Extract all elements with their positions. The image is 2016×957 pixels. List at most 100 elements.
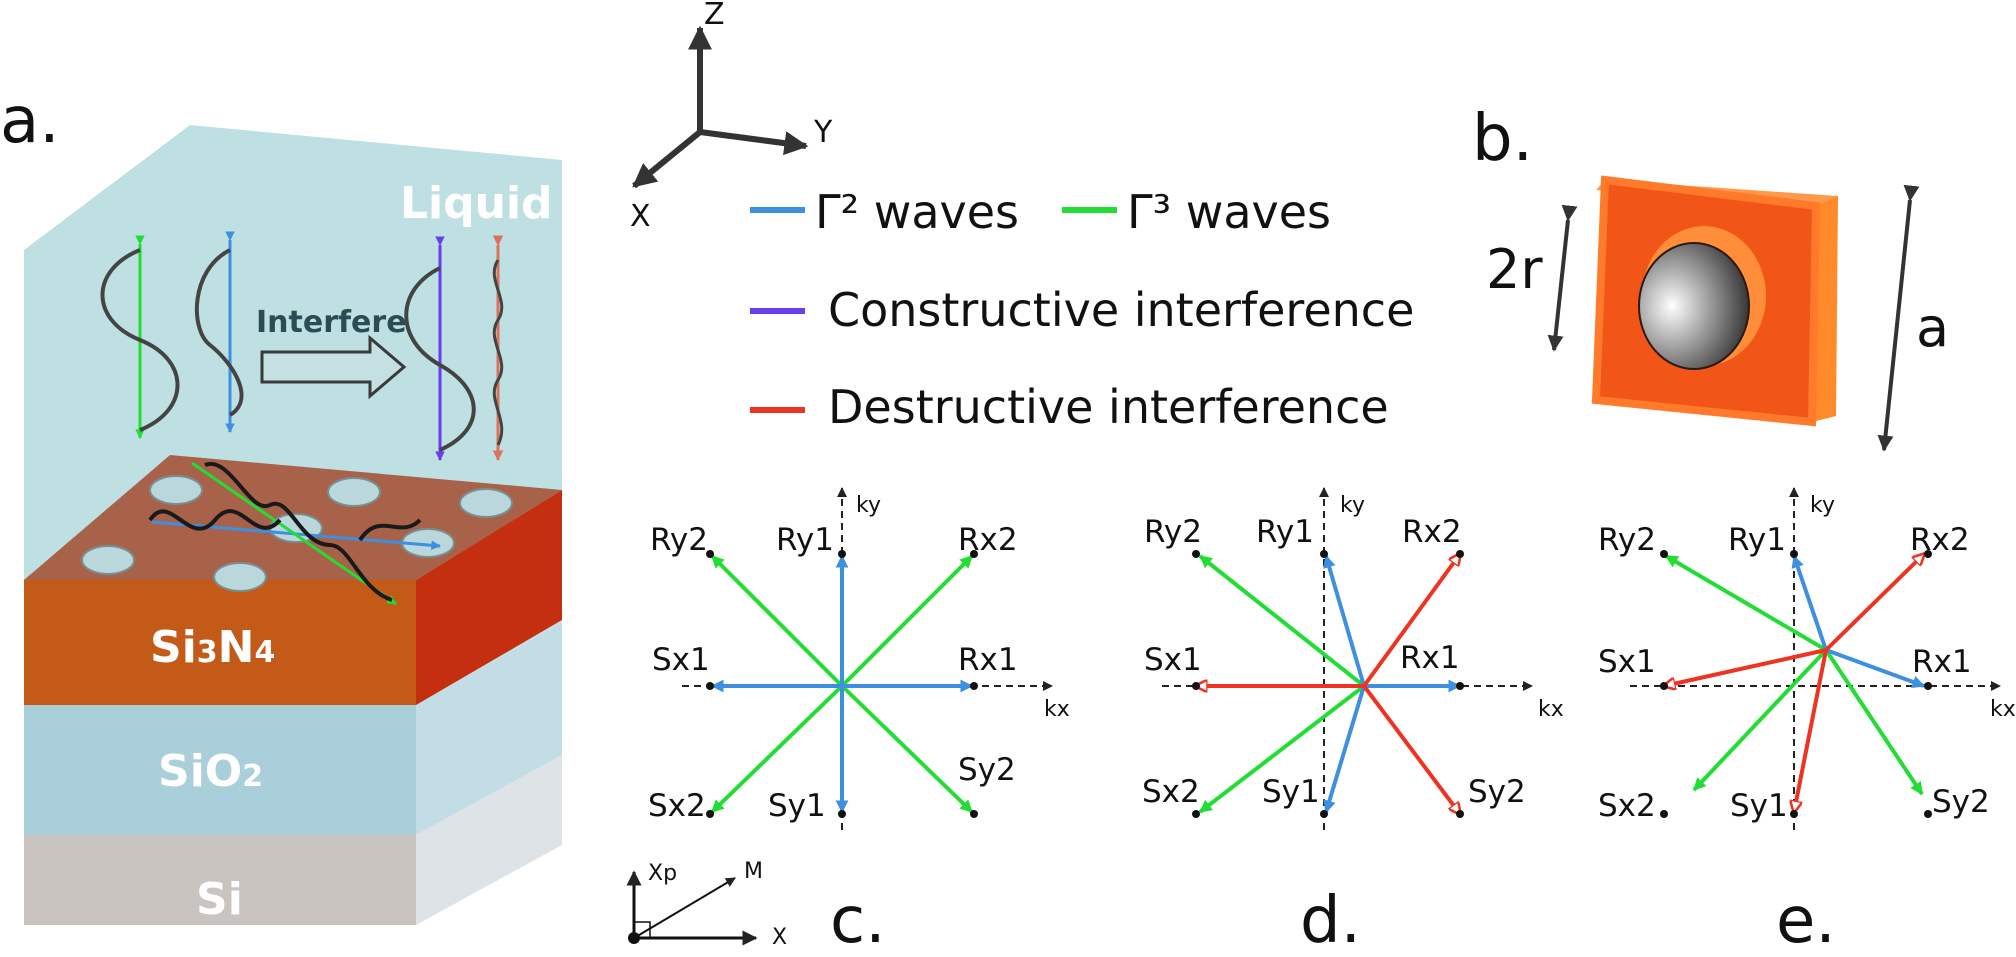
gamma3-arrow (840, 684, 974, 814)
panel-label-e: e. (1776, 884, 1836, 957)
period-label: a (1916, 296, 1949, 359)
destructive-arrow (1362, 684, 1460, 814)
legend-gamma3-label: Γ³ waves (1127, 185, 1331, 239)
point-rx1-e: Rx1 (1912, 644, 1972, 680)
point-ry2-e: Ry2 (1598, 522, 1656, 558)
lattice-axes: Xp M X (626, 859, 787, 950)
sio2-layer-front (24, 703, 416, 835)
si-layer-front (24, 835, 416, 925)
point-sy1-d: Sy1 (1262, 774, 1320, 810)
point-sx1-e: Sx1 (1598, 644, 1656, 680)
gamma3-arrow (1198, 684, 1366, 814)
kx-label-c: kx (1044, 697, 1070, 722)
coordinate-axes-3d: Z Y X (630, 0, 833, 234)
point-sx2-d: Sx2 (1142, 774, 1200, 810)
point-sx2-c: Sx2 (648, 788, 706, 824)
axis-m-label: M (744, 859, 763, 884)
inplane-wave-2 (204, 461, 393, 602)
point-rx1-c: Rx1 (958, 642, 1018, 678)
kspace-diagram-d: kx ky Ry2 Ry1 Rx2 Sx1 Rx1 Sx2 Sy1 Sy2 (1142, 487, 1564, 830)
si-layer-side (416, 755, 562, 925)
radius-dimension-arrow (1547, 204, 1578, 352)
axis-y-label: Y (813, 115, 833, 150)
panel-label-c: c. (830, 884, 886, 957)
sio2-label: SiO2 (158, 746, 263, 797)
axis-z-label: Z (704, 0, 725, 32)
gamma3-arrow (710, 684, 844, 814)
si3n4-side (416, 490, 562, 705)
ky-label-d: ky (1340, 493, 1365, 518)
legend-destructive-label: Destructive interference (828, 380, 1389, 434)
legend-constructive-label: Constructive interference (828, 283, 1414, 337)
point-rx2-d: Rx2 (1402, 514, 1462, 550)
sio2-layer-side (416, 623, 562, 835)
gamma3-arrow (840, 554, 974, 688)
panel-label-a: a. (0, 84, 60, 158)
point-ry1-c: Ry1 (776, 522, 834, 558)
axis-xp-label: Xp (648, 861, 677, 886)
kx-label-d: kx (1538, 697, 1564, 722)
interfere-label: Interfere (256, 305, 407, 340)
radius-label: 2r (1486, 238, 1543, 301)
ky-label-e: ky (1810, 493, 1835, 518)
period-dimension-arrow (1877, 184, 1920, 452)
layer-stack: Interfere Liquid Si3N4 SiO2 Si (24, 125, 562, 925)
gamma2-arrow (1825, 648, 1926, 689)
inplane-wave-3 (358, 518, 422, 542)
point-sy2-e: Sy2 (1932, 784, 1990, 820)
point-sx2-e: Sx2 (1598, 788, 1656, 824)
ky-label-c: ky (856, 493, 881, 518)
inplane-wave-1 (148, 509, 282, 531)
axis-x-small-label: X (772, 925, 787, 950)
hole (149, 475, 203, 505)
gamma3-arrow (1692, 648, 1828, 792)
point-sy1-c: Sy1 (768, 788, 826, 824)
vertical-wave-constructive (404, 266, 476, 452)
destructive-arrow (1664, 648, 1827, 686)
hole (459, 488, 513, 518)
point-rx1-d: Rx1 (1400, 640, 1460, 676)
destructive-arrow (1362, 554, 1460, 688)
destructive-arrow (1794, 649, 1828, 812)
point-ry1-e: Ry1 (1728, 522, 1786, 558)
gamma3-arrow (1824, 648, 1924, 796)
legend-gamma2-label: Γ² waves (815, 185, 1019, 239)
gamma2-arrow (1323, 685, 1366, 814)
point-ry1-d: Ry1 (1256, 514, 1314, 550)
point-ry2-c: Ry2 (650, 522, 708, 558)
point-rx2-c: Rx2 (958, 522, 1018, 558)
kspace-diagram-e: kx ky Ry2 Ry1 Rx2 Sx1 Rx1 Sx2 Sy1 Sy2 (1598, 487, 2016, 830)
gamma2-arrow (1791, 554, 1828, 651)
si3n4-front (24, 580, 416, 705)
gamma3-arrow (710, 554, 844, 688)
gamma3-arrow (1198, 554, 1366, 688)
inplane-green-arrow (191, 461, 397, 606)
kx-label-e: kx (1990, 697, 2016, 722)
hole-opening (1638, 242, 1750, 370)
panel-label-d: d. (1300, 884, 1361, 957)
point-ry2-d: Ry2 (1144, 514, 1202, 550)
vertical-wave-blue (194, 248, 244, 417)
si-label: Si (196, 874, 243, 925)
interfere-arrow (260, 334, 407, 400)
vertical-wave-green (100, 248, 180, 432)
kspace-diagram-c: kx ky Ry2 Ry1 Rx2 Sx1 Rx1 Sx2 Sy1 Sy2 (648, 487, 1070, 830)
point-sx1-c: Sx1 (652, 642, 710, 678)
gamma3-arrow (1664, 554, 1828, 652)
gamma2-arrow (1323, 554, 1366, 687)
hole (81, 545, 135, 575)
hole (213, 562, 267, 592)
point-rx2-e: Rx2 (1910, 522, 1970, 558)
point-sy1-e: Sy1 (1730, 788, 1788, 824)
legend: Γ² waves Γ³ waves Constructive interfere… (750, 185, 1414, 434)
destructive-arrow (1824, 554, 1924, 652)
hole (327, 477, 381, 507)
liquid-label: Liquid (400, 178, 553, 229)
point-sx1-d: Sx1 (1144, 642, 1202, 678)
panel-label-b: b. (1472, 102, 1533, 176)
unit-cell: 2r a (1486, 175, 1949, 452)
vertical-wave-destructive (492, 259, 504, 446)
point-sy2-d: Sy2 (1468, 774, 1526, 810)
axis-x-label: X (630, 199, 651, 234)
